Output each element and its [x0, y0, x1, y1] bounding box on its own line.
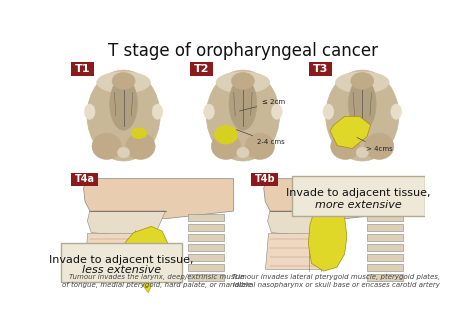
Ellipse shape [323, 104, 334, 119]
Text: T4a: T4a [75, 174, 95, 184]
Ellipse shape [245, 133, 274, 159]
FancyBboxPatch shape [188, 274, 224, 281]
FancyBboxPatch shape [367, 224, 403, 231]
FancyBboxPatch shape [188, 244, 224, 251]
Text: 2-4 cms: 2-4 cms [236, 130, 284, 146]
Polygon shape [267, 211, 345, 236]
Text: T stage of oropharyngeal cancer: T stage of oropharyngeal cancer [108, 42, 378, 60]
Polygon shape [309, 202, 347, 271]
Ellipse shape [206, 70, 280, 161]
Ellipse shape [152, 104, 163, 119]
Ellipse shape [335, 72, 389, 93]
FancyBboxPatch shape [292, 176, 425, 216]
Ellipse shape [126, 133, 155, 159]
FancyBboxPatch shape [188, 214, 224, 221]
Polygon shape [124, 226, 168, 275]
FancyBboxPatch shape [367, 274, 403, 281]
Text: Invade to adjacent tissue,: Invade to adjacent tissue, [286, 187, 431, 197]
Ellipse shape [214, 126, 237, 144]
Polygon shape [141, 275, 151, 293]
Text: Tumour invades lateral pterygoid muscle, pterygoid plates,: Tumour invades lateral pterygoid muscle,… [232, 274, 440, 280]
Text: more extensive: more extensive [315, 200, 402, 210]
FancyBboxPatch shape [71, 173, 98, 186]
Ellipse shape [131, 128, 146, 139]
Text: T2: T2 [193, 63, 209, 73]
Ellipse shape [272, 104, 282, 119]
Ellipse shape [118, 147, 130, 158]
Ellipse shape [326, 70, 399, 161]
FancyBboxPatch shape [188, 264, 224, 271]
Text: T4b: T4b [255, 174, 275, 184]
Polygon shape [87, 211, 165, 236]
FancyBboxPatch shape [251, 173, 278, 186]
Ellipse shape [351, 72, 374, 90]
Ellipse shape [211, 133, 241, 159]
Ellipse shape [365, 133, 394, 159]
Polygon shape [83, 179, 234, 219]
FancyBboxPatch shape [309, 62, 332, 75]
Text: Tumour invades the larynx, deep/extrinsic muscle: Tumour invades the larynx, deep/extrinsi… [69, 274, 245, 280]
Ellipse shape [331, 133, 360, 159]
Ellipse shape [231, 72, 255, 90]
Polygon shape [265, 232, 328, 269]
Ellipse shape [87, 70, 160, 161]
Ellipse shape [92, 133, 121, 159]
Ellipse shape [109, 78, 137, 130]
Ellipse shape [391, 104, 401, 119]
Text: T3: T3 [313, 63, 328, 73]
Ellipse shape [348, 78, 376, 130]
Polygon shape [85, 232, 148, 269]
FancyBboxPatch shape [190, 62, 213, 75]
Ellipse shape [84, 104, 95, 119]
Text: > 4cms: > 4cms [357, 138, 393, 152]
Polygon shape [264, 179, 412, 219]
FancyBboxPatch shape [61, 243, 182, 282]
FancyBboxPatch shape [367, 214, 403, 221]
FancyBboxPatch shape [188, 234, 224, 241]
Polygon shape [330, 116, 371, 149]
Text: less extensive: less extensive [82, 265, 161, 275]
FancyBboxPatch shape [367, 234, 403, 241]
Text: T1: T1 [75, 63, 91, 73]
Ellipse shape [204, 104, 214, 119]
Text: lateral nasopharynx or skull base or encases carotid artery: lateral nasopharynx or skull base or enc… [233, 282, 439, 288]
Ellipse shape [229, 78, 257, 130]
FancyBboxPatch shape [367, 244, 403, 251]
Ellipse shape [216, 72, 270, 93]
FancyBboxPatch shape [71, 62, 94, 75]
FancyBboxPatch shape [188, 224, 224, 231]
FancyBboxPatch shape [188, 254, 224, 261]
Ellipse shape [237, 147, 249, 158]
FancyBboxPatch shape [367, 264, 403, 271]
Ellipse shape [97, 72, 151, 93]
Text: of tongue, medial pterygoid, hard palate, or mandible: of tongue, medial pterygoid, hard palate… [62, 282, 252, 288]
Text: Invade to adjacent tissue,: Invade to adjacent tissue, [49, 255, 194, 265]
Ellipse shape [112, 72, 135, 90]
Text: ≤ 2cm: ≤ 2cm [239, 100, 285, 111]
Ellipse shape [356, 147, 368, 158]
FancyBboxPatch shape [367, 254, 403, 261]
